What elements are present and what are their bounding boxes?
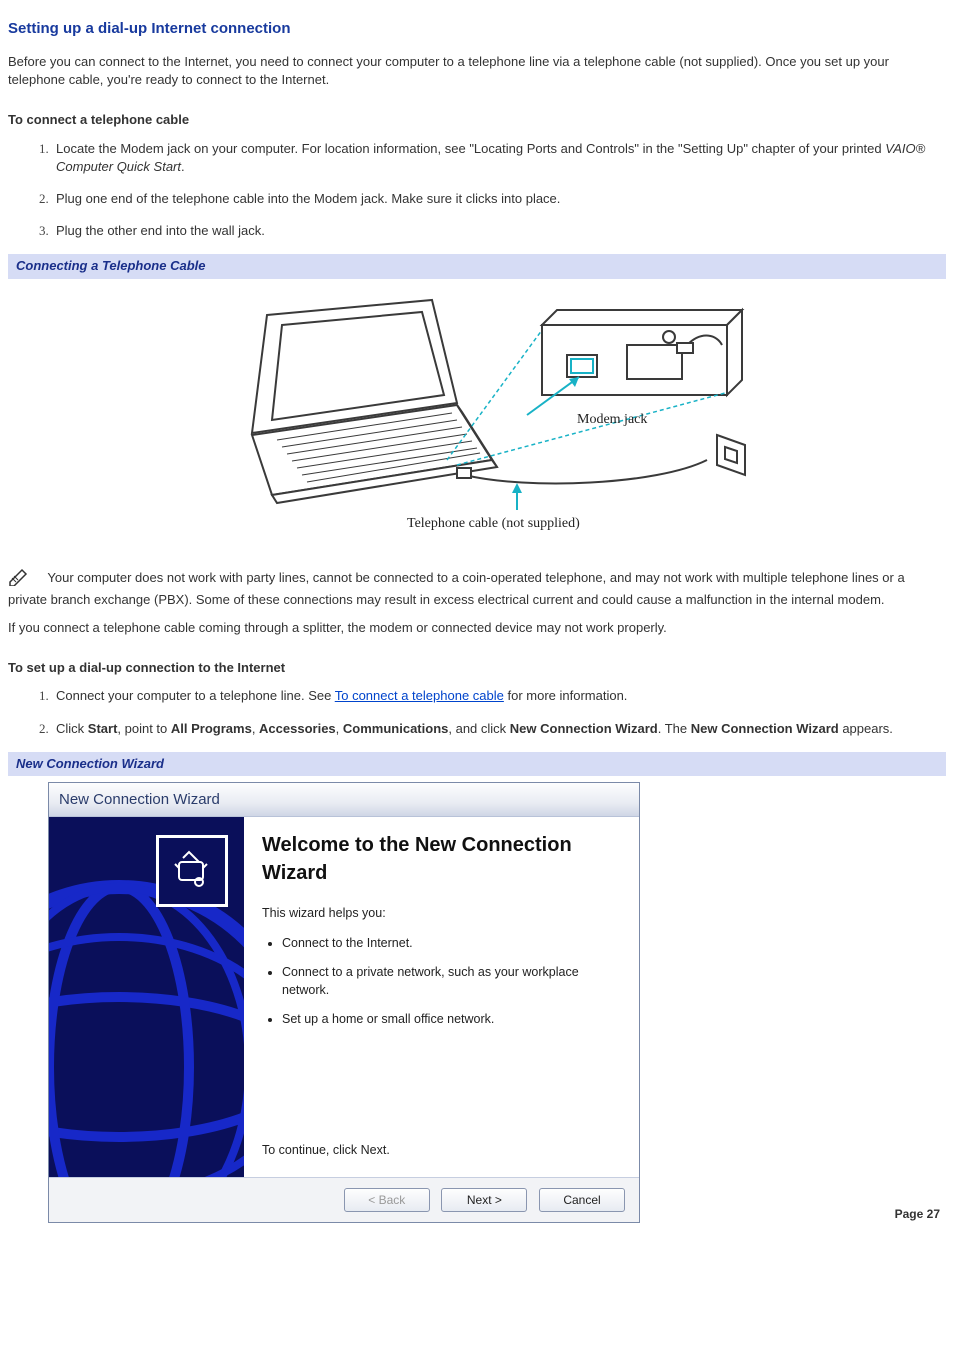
cancel-button[interactable]: Cancel xyxy=(539,1188,625,1212)
page-number: Page 27 xyxy=(640,1206,946,1223)
step-text: for more information. xyxy=(504,688,628,703)
note2-text: If you connect a telephone cable coming … xyxy=(8,619,946,637)
t: appears. xyxy=(839,721,893,736)
t: , xyxy=(252,721,259,736)
wizard-footer: < Back Next > Cancel xyxy=(49,1178,639,1222)
intro-paragraph: Before you can connect to the Internet, … xyxy=(8,53,946,89)
link-connect-cable[interactable]: To connect a telephone cable xyxy=(335,688,504,703)
wizard-helps: This wizard helps you: xyxy=(262,905,621,923)
figure1-diagram: Modem jack Telephone cable (not supplied… xyxy=(8,279,946,544)
t: , and click xyxy=(448,721,509,736)
step-text: . xyxy=(181,159,185,174)
t: Start xyxy=(88,721,118,736)
t: New Connection Wizard xyxy=(510,721,658,736)
t: , xyxy=(336,721,343,736)
step-italic: VAIO xyxy=(885,141,915,156)
next-button[interactable]: Next > xyxy=(441,1188,527,1212)
figure1-caption-bar: Connecting a Telephone Cable xyxy=(8,254,946,278)
wizard-icon xyxy=(156,835,228,907)
back-button[interactable]: < Back xyxy=(344,1188,430,1212)
wizard-window: New Connection Wizard xyxy=(48,782,640,1223)
t: New Connection Wizard xyxy=(691,721,839,736)
list-item: Click Start, point to All Programs, Acce… xyxy=(52,720,946,738)
section1-steps: Locate the Modem jack on your computer. … xyxy=(8,140,946,241)
note-icon xyxy=(8,568,30,591)
label-modem-jack: Modem jack xyxy=(577,412,647,427)
wizard-titlebar: New Connection Wizard xyxy=(49,783,639,817)
t: Accessories xyxy=(259,721,336,736)
step-text: Locate the Modem jack on your computer. … xyxy=(56,141,885,156)
list-item: Plug one end of the telephone cable into… xyxy=(52,190,946,208)
list-item: Locate the Modem jack on your computer. … xyxy=(52,140,946,176)
wizard-heading: Welcome to the New Connection Wizard xyxy=(262,831,621,887)
section2-steps: Connect your computer to a telephone lin… xyxy=(8,687,946,737)
wizard-bullet: Connect to a private network, such as yo… xyxy=(282,964,621,999)
wizard-continue: To continue, click Next. xyxy=(262,1142,621,1160)
wizard-main: Welcome to the New Connection Wizard Thi… xyxy=(244,817,639,1177)
figure2-caption-bar: New Connection Wizard xyxy=(8,752,946,776)
wizard-bullet: Connect to the Internet. xyxy=(282,935,621,953)
list-item: Plug the other end into the wall jack. xyxy=(52,222,946,240)
note-block: Your computer does not work with party l… xyxy=(8,568,946,609)
t: Communications xyxy=(343,721,448,736)
note-text: Your computer does not work with party l… xyxy=(8,570,905,607)
section1-heading: To connect a telephone cable xyxy=(8,111,946,129)
label-cable: Telephone cable (not supplied) xyxy=(407,516,580,531)
wizard-side-graphic xyxy=(49,817,244,1177)
t: , point to xyxy=(117,721,170,736)
section2-heading: To set up a dial-up connection to the In… xyxy=(8,659,946,677)
wizard-bullet: Set up a home or small office network. xyxy=(282,1011,621,1029)
list-item: Connect your computer to a telephone lin… xyxy=(52,687,946,705)
t: . The xyxy=(658,721,691,736)
t: All Programs xyxy=(171,721,252,736)
t: Click xyxy=(56,721,88,736)
step-text: Connect your computer to a telephone lin… xyxy=(56,688,335,703)
page-title: Setting up a dial-up Internet connection xyxy=(8,18,946,39)
